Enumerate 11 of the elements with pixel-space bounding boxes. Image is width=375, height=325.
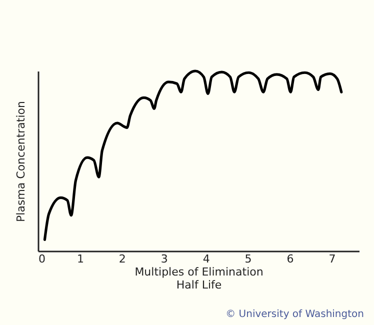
x-tick-label: 4 xyxy=(202,252,210,266)
x-tick-label: 3 xyxy=(160,252,168,266)
text: © University of Washington xyxy=(226,309,364,320)
x-axis-title: Multiples of Elimination Half Life xyxy=(134,266,264,292)
y-axis-title: Plasma Concentration xyxy=(14,101,28,222)
x-tick-label: 2 xyxy=(118,252,126,266)
x-tick-label: 0 xyxy=(38,252,46,266)
x-tick-label: 7 xyxy=(328,252,336,266)
x-tick-label: 5 xyxy=(244,252,252,266)
x-tick-label: 1 xyxy=(76,252,84,266)
x-tick-label: 6 xyxy=(286,252,294,266)
